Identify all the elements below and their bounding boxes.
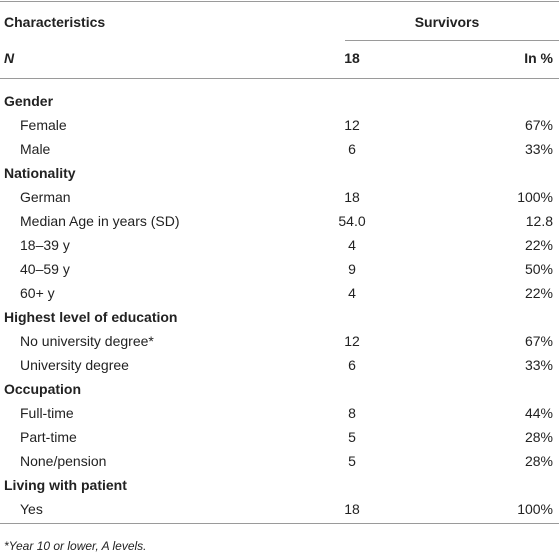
row-label: University degree (20, 357, 129, 373)
count-cell: 9 (348, 261, 356, 277)
percent-cell: 44% (524, 405, 553, 421)
row-label: No university degree* (20, 333, 154, 349)
section-label: Nationality (4, 165, 76, 181)
header-rule (0, 78, 559, 79)
percent-cell: 67% (524, 333, 553, 349)
count-cell: 12 (344, 117, 360, 133)
count-cell: 12 (344, 333, 360, 349)
count-cell: 4 (348, 237, 356, 253)
section-label: Gender (4, 93, 54, 109)
footnote: *Year 10 or lower, A levels. (4, 539, 147, 553)
count-cell: 5 (348, 429, 356, 445)
count-cell: 54.0 (338, 213, 366, 229)
row-label: Part-time (20, 429, 77, 445)
count-cell: 5 (348, 453, 356, 469)
count-cell: 18 (344, 501, 360, 517)
percent-cell: 28% (524, 453, 553, 469)
percent-cell: 22% (524, 237, 553, 253)
row-label: 40–59 y (20, 261, 70, 277)
percent-cell: 67% (524, 117, 553, 133)
row-label: Yes (20, 501, 43, 517)
count-cell: 6 (348, 357, 356, 373)
percent-cell: 33% (524, 141, 553, 157)
count-cell: 18 (344, 189, 360, 205)
subheader-n: N (4, 50, 15, 66)
header-survivors: Survivors (414, 14, 480, 30)
row-label: Median Age in years (SD) (20, 213, 180, 229)
percent-cell: 33% (524, 357, 553, 373)
row-label: 60+ y (20, 285, 55, 301)
row-label: Male (20, 141, 51, 157)
percent-cell: 28% (524, 429, 553, 445)
row-label: None/pension (20, 453, 107, 469)
count-cell: 8 (348, 405, 356, 421)
row-label: Female (20, 117, 67, 133)
count-cell: 4 (348, 285, 356, 301)
survivors-rule (345, 40, 559, 41)
top-rule (0, 1, 559, 2)
percent-cell: 100% (517, 501, 553, 517)
bottom-rule (0, 523, 559, 524)
subheader-percent: In % (524, 50, 553, 66)
percent-cell: 22% (524, 285, 553, 301)
section-label: Living with patient (4, 477, 127, 493)
section-label: Occupation (4, 381, 82, 397)
percent-cell: 12.8 (525, 213, 553, 229)
row-label: German (20, 189, 71, 205)
section-label: Highest level of education (4, 309, 178, 325)
row-label: 18–39 y (20, 237, 70, 253)
subheader-count: 18 (344, 50, 360, 66)
percent-cell: 50% (524, 261, 553, 277)
row-label: Full-time (20, 405, 74, 421)
count-cell: 6 (348, 141, 356, 157)
header-characteristics: Characteristics (4, 14, 106, 30)
percent-cell: 100% (517, 189, 553, 205)
